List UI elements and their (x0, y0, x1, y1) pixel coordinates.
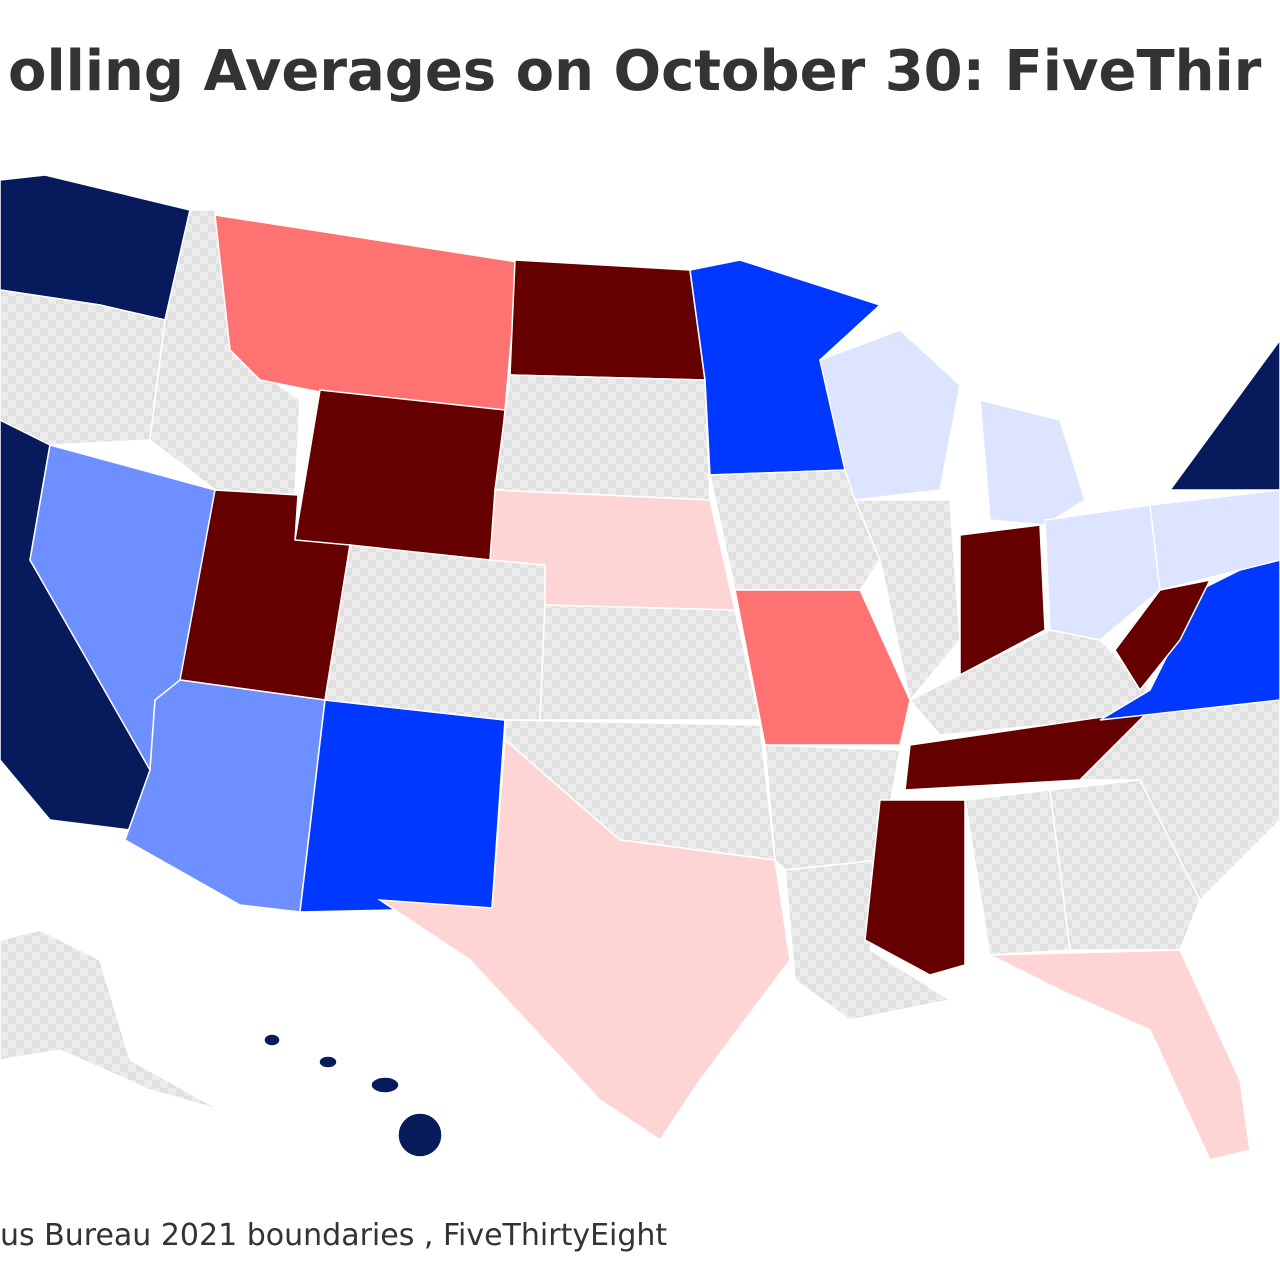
state (1149, 489, 1280, 591)
state (819, 329, 961, 501)
state (377, 738, 791, 1142)
state (299, 699, 506, 913)
state (1114, 578, 1212, 692)
state (853, 499, 961, 702)
state (263, 1033, 281, 1047)
state (709, 469, 881, 591)
state (294, 389, 506, 561)
state (0, 929, 221, 1111)
state (509, 259, 706, 381)
us-map (0, 174, 1280, 1161)
state (124, 679, 326, 913)
state (979, 399, 1086, 526)
state (959, 524, 1046, 677)
state (214, 214, 519, 411)
title: olling Averages on October 30: FiveThir (8, 39, 1262, 104)
state (318, 1055, 338, 1069)
state (734, 589, 911, 746)
state (1044, 504, 1161, 641)
state (370, 1076, 400, 1094)
state (494, 374, 711, 501)
source-note: us Bureau 2021 boundaries , FiveThirtyEi… (0, 1218, 667, 1253)
state (1168, 338, 1280, 491)
state (539, 604, 761, 721)
state (1049, 779, 1201, 951)
state (989, 949, 1251, 1161)
state (397, 1112, 443, 1158)
state (864, 799, 966, 976)
state (324, 544, 546, 721)
